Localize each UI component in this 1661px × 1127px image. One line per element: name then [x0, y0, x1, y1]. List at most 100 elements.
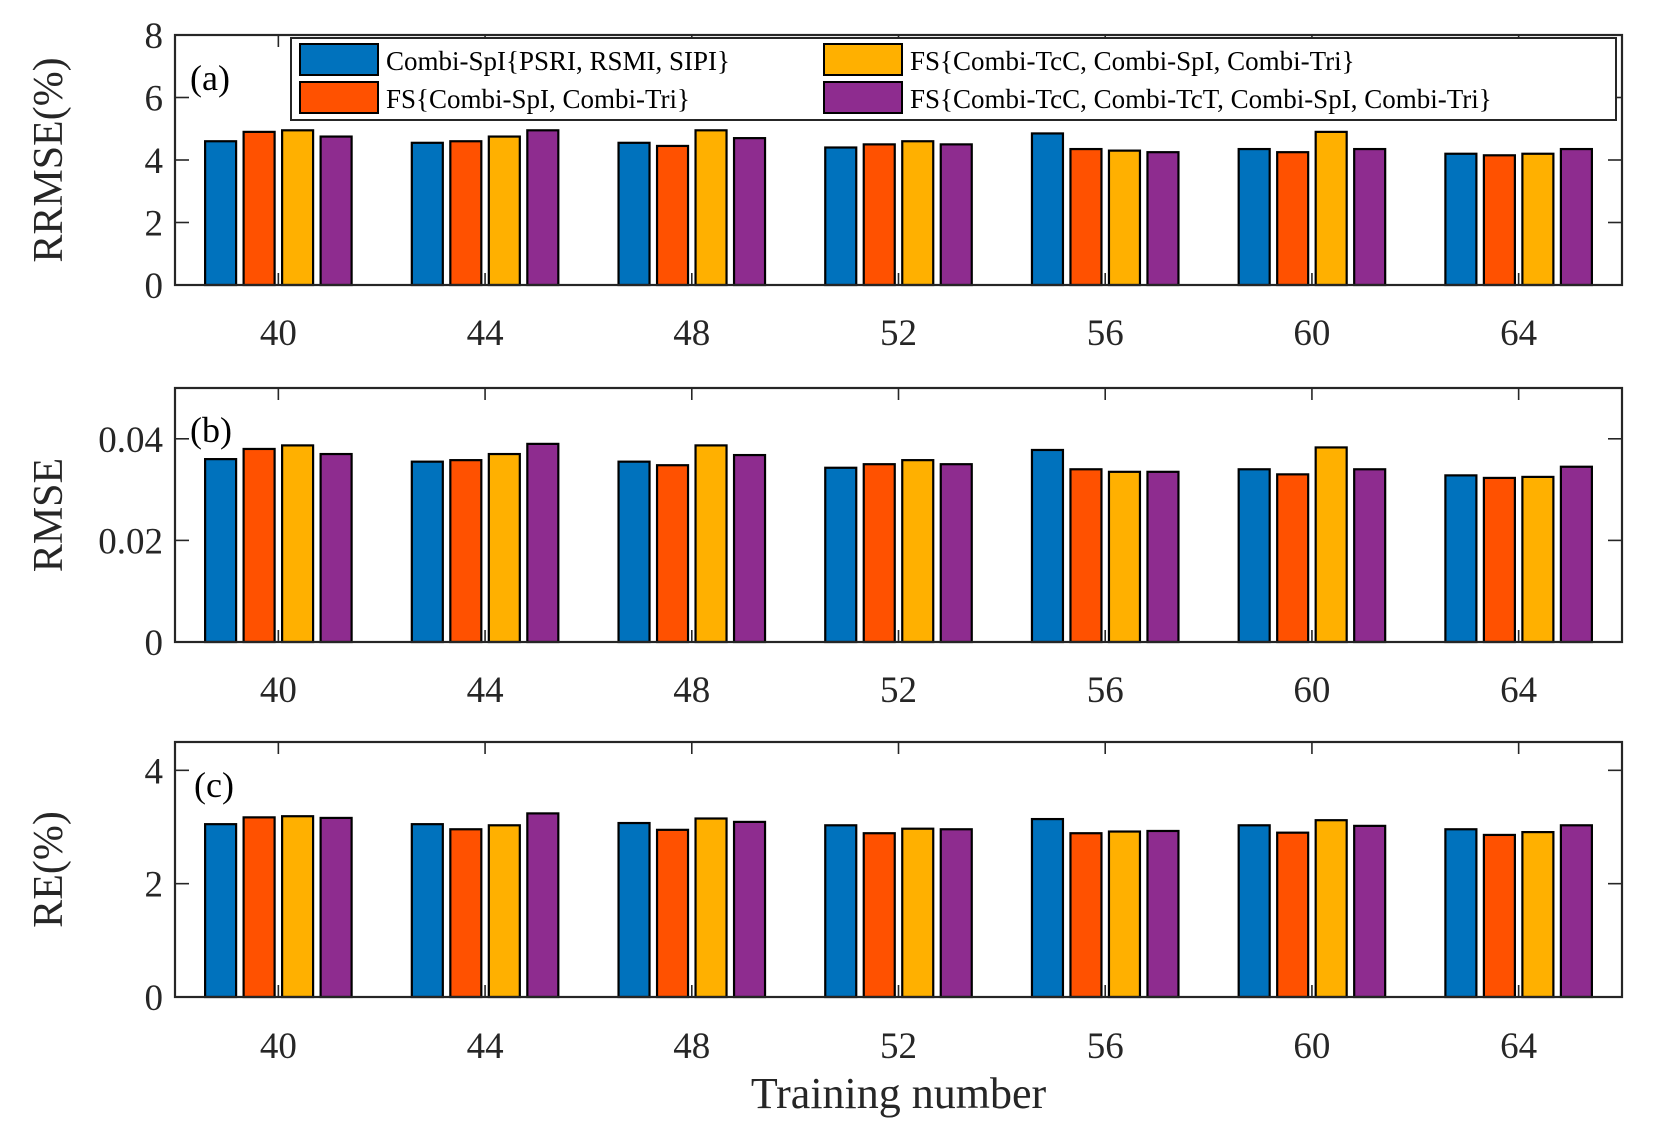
bar-40-series-1 [204, 823, 238, 999]
bar-44-series-3 [487, 452, 521, 644]
bar-64-series-1 [1444, 828, 1478, 999]
legend-entry-3: FS{Combi-SpI, Combi-Tri} [299, 81, 690, 114]
bar-56-series-4 [1146, 829, 1180, 999]
bar-56-series-3 [1107, 149, 1142, 287]
bar-40-series-2 [242, 816, 276, 999]
panel-b: 40 44 48 52 56 60 64 0 0.02 0.04 RMSE (b) [26, 386, 1624, 711]
y-axis-label: RMSE [26, 458, 72, 572]
panel-label: (b) [190, 410, 232, 450]
bar-48-series-3 [694, 444, 728, 644]
bar-60-series-3 [1314, 130, 1348, 287]
bar-52-series-4 [939, 828, 973, 999]
bar-40-series-3 [281, 444, 315, 644]
bar-56-series-2 [1069, 147, 1103, 287]
legend: Combi-SpI{PSRI, RSMI, SIPI} FS{Combi-TcC,… [290, 37, 1617, 121]
bar-64-series-1 [1444, 474, 1478, 644]
bar-44-series-1 [410, 141, 444, 287]
x-tick-label: 60 [1293, 670, 1330, 711]
bar-40-series-2 [242, 447, 276, 644]
bar-44-series-2 [449, 140, 483, 287]
x-tick-label: 44 [467, 1026, 504, 1067]
y-axis-label: RE(%) [26, 811, 72, 928]
bar-40-series-4 [319, 135, 353, 287]
bar-64-series-4 [1559, 465, 1593, 644]
bar-64-series-4 [1559, 824, 1593, 999]
bar-52-series-4 [939, 463, 973, 644]
bar-48-series-1 [617, 460, 651, 644]
bar-60-series-2 [1276, 831, 1310, 999]
bar-56-series-4 [1146, 470, 1180, 644]
bar-60-series-2 [1276, 473, 1310, 644]
bar-60-series-1 [1237, 824, 1271, 999]
bar-44-series-4 [526, 129, 560, 287]
bar-40-series-1 [204, 140, 238, 287]
bar-56-series-1 [1030, 448, 1065, 644]
y-tick-label: 0 [145, 266, 164, 307]
y-tick-label: 4 [145, 141, 164, 182]
bar-64-series-3 [1521, 830, 1555, 999]
x-tick-label: 52 [880, 1026, 917, 1067]
bar-60-series-3 [1314, 819, 1348, 999]
bar-44-series-2 [449, 828, 483, 999]
bar-48-series-1 [617, 141, 651, 287]
panel-c: 40 44 48 52 56 60 64 0 2 4 RE(%) (c) Training number [26, 740, 1624, 1118]
bar-48-series-2 [655, 828, 690, 999]
bar-48-series-4 [732, 453, 767, 644]
x-tick-label: 60 [1293, 313, 1330, 354]
panel-label: (a) [190, 58, 230, 98]
axes-box [173, 33, 1624, 287]
bar-56-series-2 [1069, 832, 1103, 999]
bar-48-series-2 [655, 464, 690, 644]
panel-label: (c) [194, 765, 234, 805]
legend-box [290, 37, 1617, 121]
bar-40-series-3 [281, 129, 315, 287]
bar-64-series-3 [1521, 475, 1555, 644]
legend-entry-1: Combi-SpI{PSRI, RSMI, SIPI} [299, 43, 730, 76]
legend-entry-2: FS{Combi-TcC, Combi-SpI, Combi-Tri} [823, 43, 1355, 76]
bar-44-series-2 [449, 459, 483, 644]
bar-52-series-3 [901, 827, 935, 999]
bar-64-series-2 [1482, 833, 1516, 999]
y-tick-label: 4 [145, 751, 164, 792]
y-tick-label: 0.02 [98, 521, 163, 562]
bar-56-series-1 [1030, 132, 1065, 287]
y-tick-label: 6 [145, 79, 164, 120]
legend-swatch [823, 81, 903, 114]
y-tick-label: 0 [145, 978, 164, 1019]
bar-60-series-3 [1314, 446, 1348, 644]
x-tick-label: 44 [467, 313, 504, 354]
legend-swatch [299, 81, 379, 114]
legend-swatch [823, 43, 903, 76]
bar-48-series-3 [694, 129, 728, 287]
bar-40-series-4 [319, 452, 353, 644]
bar-44-series-1 [410, 823, 444, 999]
bar-52-series-3 [901, 140, 935, 287]
bar-60-series-4 [1353, 147, 1387, 287]
bar-44-series-3 [487, 135, 521, 287]
x-tick-label: 40 [260, 670, 297, 711]
bar-64-series-2 [1482, 476, 1516, 644]
bar-48-series-4 [732, 137, 767, 287]
x-tick-label: 56 [1087, 670, 1124, 711]
legend-label: FS{Combi-SpI, Combi-Tri} [386, 84, 690, 114]
bar-56-series-3 [1107, 470, 1142, 644]
bar-40-series-3 [281, 815, 315, 999]
x-axis-label: Training number [751, 1069, 1047, 1118]
x-tick-label: 64 [1500, 1026, 1537, 1067]
bar-56-series-1 [1030, 817, 1065, 999]
x-tick-label: 48 [673, 1026, 710, 1067]
bar-60-series-1 [1237, 147, 1271, 287]
y-tick-label: 0.04 [98, 420, 163, 461]
bar-60-series-4 [1353, 824, 1387, 999]
x-tick-label: 44 [467, 670, 504, 711]
y-tick-label: 2 [145, 865, 164, 906]
x-tick-label: 40 [260, 313, 297, 354]
x-tick-label: 64 [1500, 313, 1537, 354]
bar-52-series-4 [939, 143, 973, 287]
bar-64-series-4 [1559, 147, 1593, 287]
bar-64-series-3 [1521, 152, 1555, 287]
bar-60-series-2 [1276, 151, 1310, 287]
y-tick-label: 0 [145, 623, 164, 664]
bar-56-series-2 [1069, 468, 1103, 644]
bar-52-series-2 [862, 832, 896, 999]
